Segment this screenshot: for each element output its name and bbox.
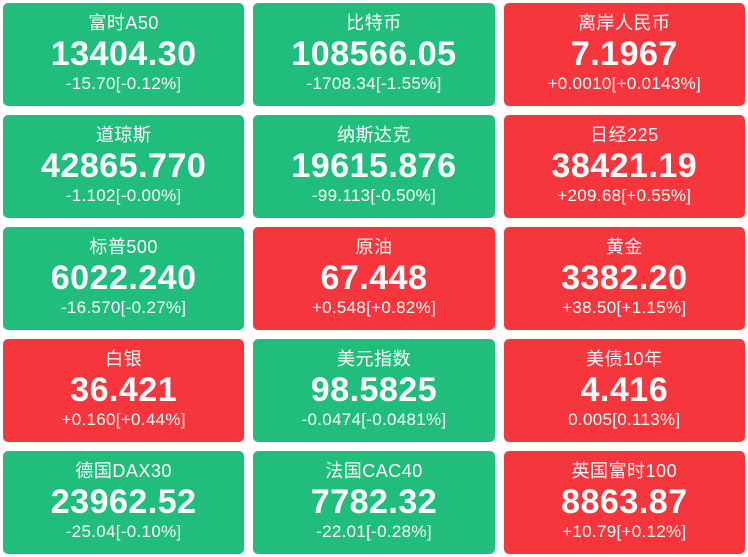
instrument-name: 英国富时100 (571, 461, 678, 481)
instrument-name: 纳斯达克 (336, 125, 411, 145)
price-value: 19615.876 (291, 146, 457, 185)
instrument-name: 美债10年 (586, 349, 663, 369)
price-change: -16.570[-0.27%] (60, 298, 187, 318)
price-change: +209.68[+0.55%] (557, 186, 692, 206)
price-change: -25.04[-0.10%] (65, 522, 182, 542)
quote-tile-nikkei-225[interactable]: 日经225 38421.19 +209.68[+0.55%] (503, 115, 745, 218)
quote-tile-silver[interactable]: 白银 36.421 +0.160[+0.44%] (3, 339, 245, 442)
price-change: +0.0010[+0.0143%] (547, 74, 702, 94)
instrument-name: 离岸人民币 (578, 13, 671, 33)
quote-tile-gold[interactable]: 黄金 3382.20 +38.50[+1.15%] (503, 227, 745, 330)
quote-tile-ftse-100[interactable]: 英国富时100 8863.87 +10.79[+0.12%] (503, 451, 745, 554)
price-value: 6022.240 (50, 258, 197, 297)
instrument-name: 原油 (355, 237, 393, 257)
price-value: 4.416 (580, 370, 669, 409)
quote-tile-ftse-a50[interactable]: 富时A50 13404.30 -15.70[-0.12%] (3, 3, 245, 106)
price-value: 23962.52 (50, 482, 197, 521)
quote-tile-cac40[interactable]: 法国CAC40 7782.32 -22.01[-0.28%] (253, 451, 495, 554)
price-value: 67.448 (320, 258, 428, 297)
price-value: 3382.20 (561, 258, 688, 297)
instrument-name: 美元指数 (336, 349, 411, 369)
price-change: -15.70[-0.12%] (65, 74, 182, 94)
price-value: 42865.770 (41, 146, 207, 185)
instrument-name: 法国CAC40 (325, 461, 423, 481)
quote-tile-us-10y-treasury[interactable]: 美债10年 4.416 0.005[0.113%] (503, 339, 745, 442)
instrument-name: 比特币 (346, 13, 402, 33)
price-change: +38.50[+1.15%] (562, 298, 687, 318)
price-change: -0.0474[-0.0481%] (301, 410, 447, 430)
price-change: 0.005[0.113%] (568, 410, 681, 430)
price-change: +10.79[+0.12%] (562, 522, 687, 542)
price-change: -1708.34[-1.55%] (306, 74, 442, 94)
quote-tile-crude-oil[interactable]: 原油 67.448 +0.548[+0.82%] (253, 227, 495, 330)
quote-tile-nasdaq[interactable]: 纳斯达克 19615.876 -99.113[-0.50%] (253, 115, 495, 218)
instrument-name: 富时A50 (88, 13, 159, 33)
price-value: 13404.30 (50, 34, 197, 73)
price-value: 8863.87 (561, 482, 688, 521)
price-value: 7.1967 (570, 34, 678, 73)
price-value: 98.5825 (310, 370, 438, 409)
quote-tile-dax30[interactable]: 德国DAX30 23962.52 -25.04[-0.10%] (3, 451, 245, 554)
price-value: 36.421 (70, 370, 178, 409)
quote-tile-usd-index[interactable]: 美元指数 98.5825 -0.0474[-0.0481%] (253, 339, 495, 442)
quote-tile-sp500[interactable]: 标普500 6022.240 -16.570[-0.27%] (3, 227, 245, 330)
price-value: 38421.19 (551, 146, 698, 185)
quote-tile-dow-jones[interactable]: 道琼斯 42865.770 -1.102[-0.00%] (3, 115, 245, 218)
price-change: -22.01[-0.28%] (316, 522, 432, 542)
instrument-name: 日经225 (590, 125, 659, 145)
instrument-name: 道琼斯 (95, 125, 152, 145)
instrument-name: 标普500 (89, 237, 158, 257)
quote-tile-bitcoin[interactable]: 比特币 108566.05 -1708.34[-1.55%] (253, 3, 495, 106)
price-change: +0.160[+0.44%] (61, 410, 186, 430)
price-change: +0.548[+0.82%] (311, 298, 437, 318)
price-change: -99.113[-0.50%] (311, 186, 437, 206)
instrument-name: 白银 (105, 349, 143, 369)
price-change: -1.102[-0.00%] (65, 186, 182, 206)
price-value: 108566.05 (291, 34, 457, 73)
quote-tile-offshore-rmb[interactable]: 离岸人民币 7.1967 +0.0010[+0.0143%] (503, 3, 745, 106)
instrument-name: 德国DAX30 (75, 461, 172, 481)
instrument-name: 黄金 (605, 237, 643, 257)
price-value: 7782.32 (310, 482, 438, 521)
